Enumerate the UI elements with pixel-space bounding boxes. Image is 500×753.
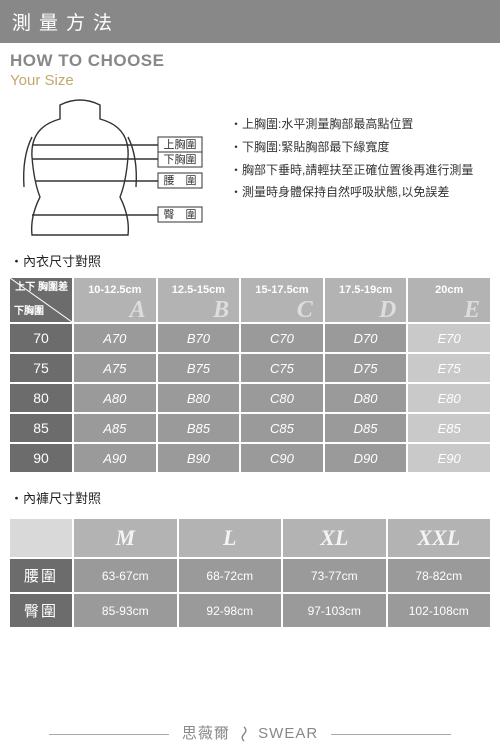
bra-cell: B75 (158, 354, 240, 382)
bra-cell: E75 (408, 354, 490, 382)
instruction-item: ・胸部下垂時,請輕扶至正確位置後再進行測量 (230, 159, 473, 182)
diagram-label-waist: 腰 圍 (164, 174, 197, 187)
diagram-label-lower: 下胸圍 (164, 152, 197, 166)
panty-cell: 68-72cm (179, 559, 282, 592)
bra-cell: C80 (241, 384, 323, 412)
bra-cell: E90 (408, 444, 490, 472)
panty-cell: 78-82cm (388, 559, 491, 592)
bra-cell: D70 (325, 324, 407, 352)
bra-size-table: 上下 胸圍差 下胸圍 10-12.5cmA 12.5-15cmB 15-17.5… (8, 276, 492, 474)
bra-range-head: 15-17.5cmC (241, 278, 323, 322)
bra-band-head: 85 (10, 414, 72, 442)
panty-size-head: L (179, 519, 282, 557)
bra-range-head: 12.5-15cmB (158, 278, 240, 322)
bra-cell: C90 (241, 444, 323, 472)
panty-cell: 85-93cm (74, 594, 177, 627)
bra-cell: A90 (74, 444, 156, 472)
bra-cell: B90 (158, 444, 240, 472)
bra-range-head: 20cmE (408, 278, 490, 322)
panty-cell: 73-77cm (283, 559, 386, 592)
bra-cell: D75 (325, 354, 407, 382)
brand-cn: 思薇爾 (182, 725, 230, 742)
bra-cell: D85 (325, 414, 407, 442)
bra-cell: B80 (158, 384, 240, 412)
bra-cell: C85 (241, 414, 323, 442)
bra-cell: B70 (158, 324, 240, 352)
diagram-section: 上胸圍 下胸圍 腰 圍 臀 圍 ・上胸圍:水平測量胸部最高點位置 ・下胸圍:緊貼… (0, 91, 500, 247)
panty-size-head: M (74, 519, 177, 557)
bra-band-head: 90 (10, 444, 72, 472)
panty-corner (10, 519, 72, 557)
panty-row-head: 腰圍 (10, 559, 72, 592)
subtitle-line1: HOW TO CHOOSE (10, 51, 490, 71)
subtitle-line2: Your Size (10, 72, 490, 89)
bra-cell: D80 (325, 384, 407, 412)
header-bar: 測量方法 (0, 0, 500, 43)
panty-section-label: ・內褲尺寸對照 (0, 484, 500, 513)
panty-size-table: M L XL XXL 腰圍 63-67cm 68-72cm 73-77cm 78… (8, 517, 492, 629)
bra-band-head: 70 (10, 324, 72, 352)
bra-cell: C75 (241, 354, 323, 382)
panty-cell: 92-98cm (179, 594, 282, 627)
bra-cell: A80 (74, 384, 156, 412)
subtitle-block: HOW TO CHOOSE Your Size (0, 43, 500, 91)
instruction-item: ・下胸圍:緊貼胸部最下緣寬度 (230, 136, 473, 159)
panty-size-head: XXL (388, 519, 491, 557)
instruction-list: ・上胸圍:水平測量胸部最高點位置 ・下胸圍:緊貼胸部最下緣寬度 ・胸部下垂時,請… (230, 97, 473, 204)
panty-row-head: 臀圍 (10, 594, 72, 627)
diagram-label-upper: 上胸圍 (164, 137, 197, 151)
bra-band-head: 75 (10, 354, 72, 382)
torso-diagram: 上胸圍 下胸圍 腰 圍 臀 圍 (10, 97, 220, 237)
instruction-item: ・上胸圍:水平測量胸部最高點位置 (230, 113, 473, 136)
bra-range-head: 17.5-19cmD (325, 278, 407, 322)
bra-band-head: 80 (10, 384, 72, 412)
bra-cell: E85 (408, 414, 490, 442)
panty-cell: 63-67cm (74, 559, 177, 592)
panty-size-head: XL (283, 519, 386, 557)
header-title: 測量方法 (12, 13, 120, 34)
bra-cell: A75 (74, 354, 156, 382)
bra-section-label: ・內衣尺寸對照 (0, 247, 500, 276)
bra-cell: E80 (408, 384, 490, 412)
footer-brand: 思薇爾 SWEAR (0, 722, 500, 743)
bra-cell: B85 (158, 414, 240, 442)
bra-cell: A70 (74, 324, 156, 352)
brand-en: SWEAR (258, 725, 318, 742)
bra-table-corner: 上下 胸圍差 下胸圍 (10, 278, 72, 322)
bra-cell: E70 (408, 324, 490, 352)
bra-cell: A85 (74, 414, 156, 442)
bra-cell: D90 (325, 444, 407, 472)
brand-logo-icon (235, 725, 253, 743)
bra-range-head: 10-12.5cmA (74, 278, 156, 322)
bra-cell: C70 (241, 324, 323, 352)
instruction-item: ・測量時身體保持自然呼吸狀態,以免誤差 (230, 181, 473, 204)
diagram-label-hip: 臀 圍 (164, 208, 197, 221)
panty-cell: 97-103cm (283, 594, 386, 627)
panty-cell: 102-108cm (388, 594, 491, 627)
